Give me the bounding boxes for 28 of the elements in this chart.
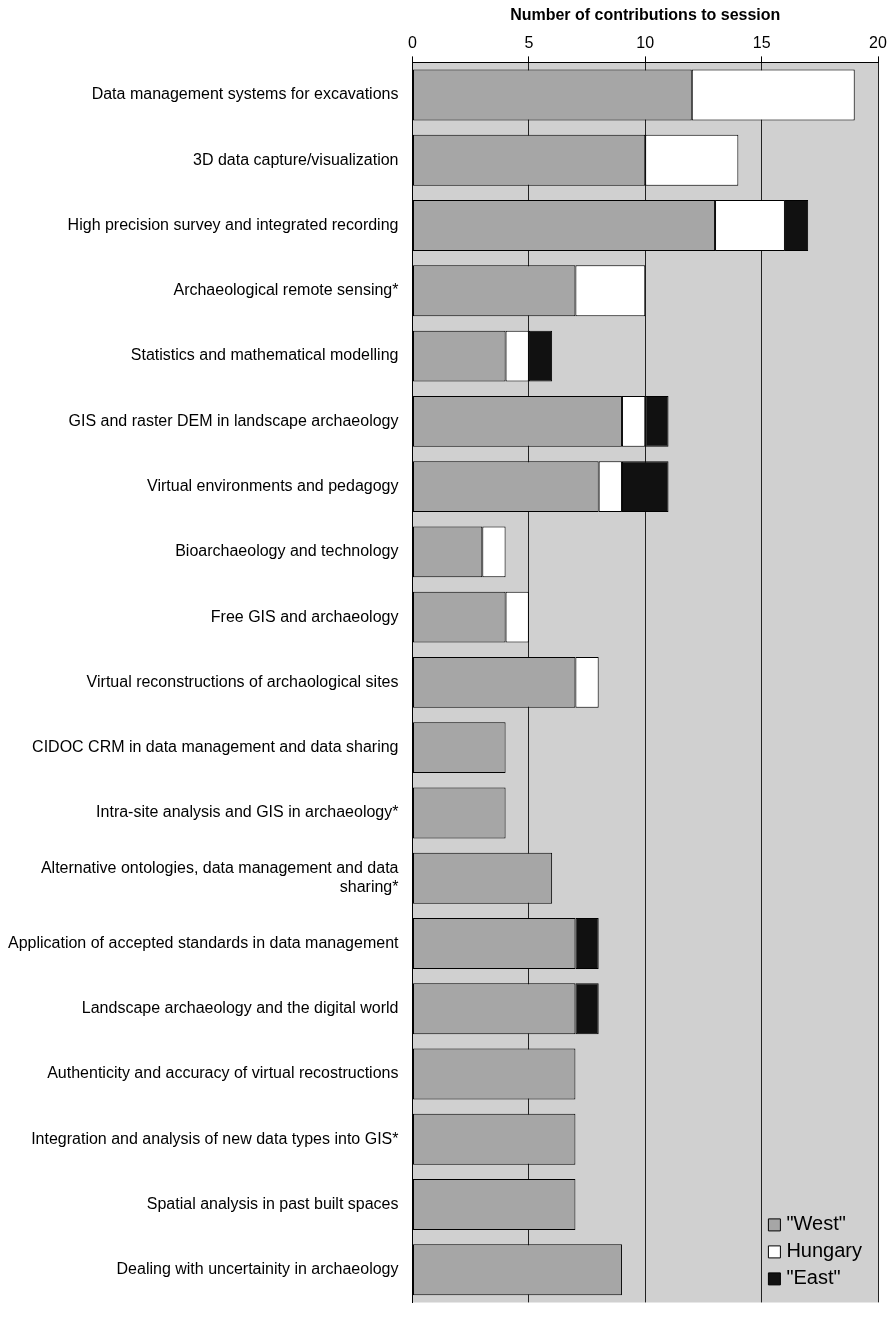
y-tick-label: Bioarchaeology and technology: [175, 542, 399, 560]
y-tick-label: Alternative ontologies, data management and data sharing*: [40, 859, 399, 896]
y-tick-label: Virtual environments and pedagogy: [147, 477, 399, 495]
legend-label: "West": [786, 1212, 846, 1235]
y-tick-label: Virtual reconstructions of archaological sites: [86, 672, 399, 690]
y-tick-label: 3D data capture/visualization: [193, 150, 399, 168]
x-axis-title: Number of contributions to session: [510, 6, 781, 24]
y-tick-label: Spatial analysis in past built spaces: [146, 1194, 399, 1212]
x-tick-label: 15: [752, 34, 771, 52]
y-tick-label: Landscape archaeology and the digital world: [81, 999, 399, 1017]
x-tick-label: 0: [408, 34, 418, 52]
y-tick-label: Integration and analysis of new data types into GIS*: [31, 1129, 399, 1147]
y-tick-label: Intra-site analysis and GIS in archaeology*: [96, 803, 399, 821]
y-tick-label: Authenticity and accuracy of virtual recostructions: [47, 1064, 399, 1082]
y-tick-label: Archaeological remote sensing*: [173, 281, 399, 299]
legend-label: "East": [786, 1266, 841, 1289]
y-tick-label: GIS and raster DEM in landscape archaeology: [68, 411, 399, 429]
legend-label: Hungary: [786, 1239, 863, 1262]
y-tick-label: High precision survey and integrated recording: [67, 215, 399, 233]
y-tick-label: Free GIS and archaeology: [210, 607, 399, 625]
x-tick-label: 10: [636, 34, 655, 52]
y-tick-label: Dealing with uncertainity in archaeology: [116, 1260, 399, 1278]
y-tick-label: Statistics and mathematical modelling: [130, 346, 399, 364]
x-tick-label: 5: [524, 34, 534, 52]
y-tick-label: CIDOC CRM in data management and data sharing: [32, 738, 399, 756]
y-tick-label: Application of accepted standards in data management: [7, 933, 400, 951]
y-tick-label: Data management systems for excavations: [91, 85, 399, 103]
x-tick-label: 20: [869, 34, 887, 52]
